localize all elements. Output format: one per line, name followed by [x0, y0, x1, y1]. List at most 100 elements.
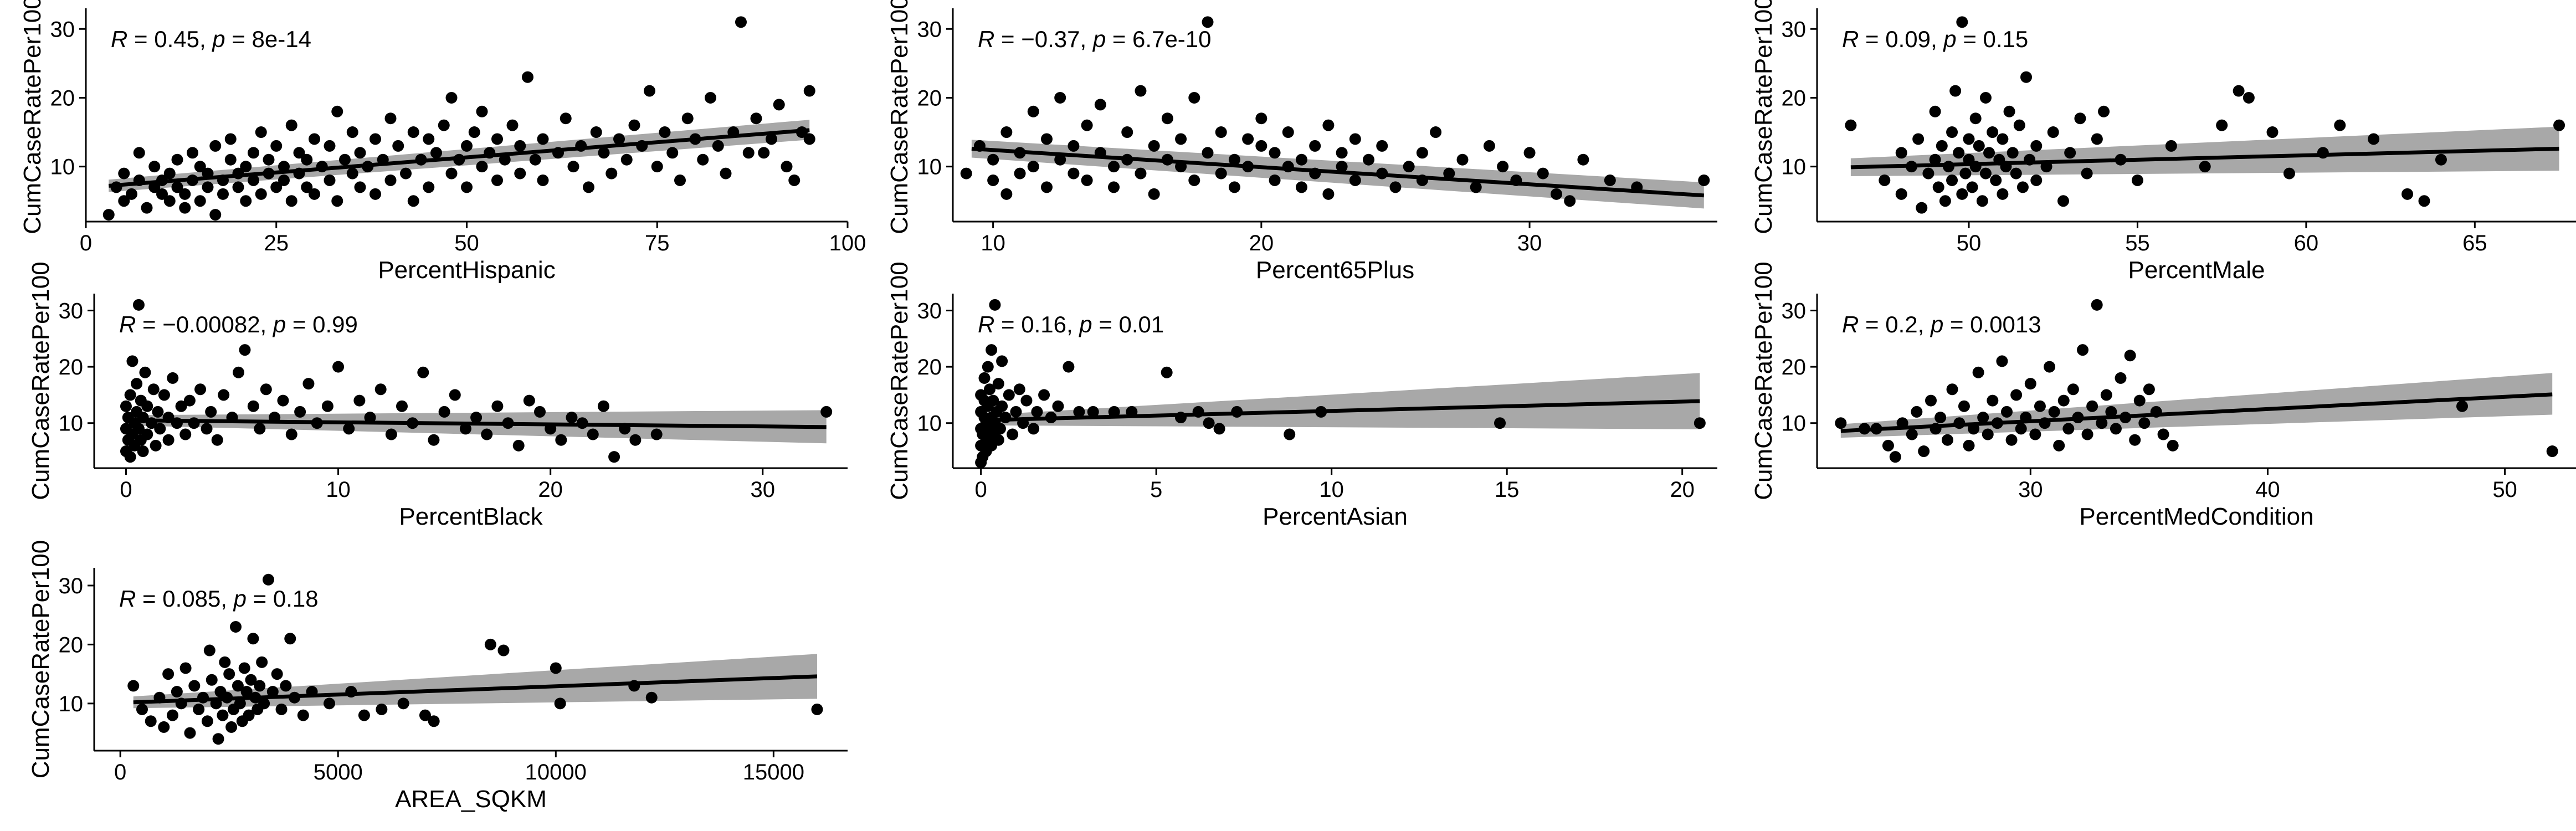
data-point	[2157, 428, 2169, 440]
data-point	[2105, 406, 2117, 418]
x-axis-label: Percent65Plus	[1256, 257, 1414, 284]
data-point	[133, 147, 145, 159]
data-point	[1456, 153, 1469, 166]
y-tick-label: 10	[59, 412, 84, 436]
y-axis-label: CumCaseRatePer100	[27, 540, 54, 778]
data-point	[522, 71, 533, 83]
x-tick-label: 55	[2125, 231, 2150, 255]
data-point	[1997, 133, 2009, 145]
data-point	[145, 715, 157, 727]
data-point	[2110, 423, 2122, 435]
data-point	[1000, 188, 1013, 200]
data-point	[2001, 406, 2013, 418]
data-point	[1188, 91, 1200, 104]
data-point	[285, 119, 297, 131]
data-point	[233, 366, 245, 378]
data-point	[428, 434, 440, 446]
data-point	[194, 161, 206, 173]
y-tick-label: 20	[59, 633, 84, 657]
data-point	[1497, 161, 1509, 173]
data-point	[1052, 400, 1064, 412]
data-point	[1483, 140, 1495, 152]
data-point	[353, 394, 366, 407]
x-tick-label: 5	[1150, 478, 1162, 502]
data-point	[203, 644, 215, 656]
y-tick-label: 20	[917, 86, 942, 110]
data-point	[136, 703, 148, 715]
y-tick-label: 20	[917, 355, 942, 379]
data-point	[163, 167, 176, 179]
data-point	[1470, 181, 1482, 193]
data-point	[497, 644, 510, 656]
data-point	[275, 703, 288, 715]
data-point	[262, 573, 274, 586]
data-point	[1135, 85, 1147, 97]
data-point	[156, 188, 168, 200]
x-tick-label: 5000	[314, 760, 363, 784]
x-axis-label: PercentHispanic	[378, 257, 555, 284]
data-point	[459, 423, 471, 435]
data-point	[183, 394, 196, 407]
data-point	[470, 412, 483, 424]
data-point	[1255, 140, 1268, 152]
data-point	[1255, 112, 1268, 125]
data-point	[260, 383, 272, 396]
data-point	[240, 686, 253, 698]
x-tick-label: 100	[829, 231, 866, 255]
data-point	[339, 153, 351, 166]
data-point	[255, 188, 267, 200]
panel-black: 0 10 20 30 10 20 30 PercentBlack CumCaseRatePer1…	[27, 261, 848, 530]
data-point	[2233, 85, 2245, 97]
data-point	[158, 721, 170, 733]
data-point	[1403, 161, 1415, 173]
data-point	[1953, 147, 1965, 159]
data-point	[171, 181, 183, 193]
regression-line	[981, 399, 1700, 423]
data-point	[1416, 147, 1428, 159]
data-point	[2077, 344, 2088, 356]
data-point	[1040, 133, 1053, 145]
data-point	[445, 167, 458, 179]
data-point	[1031, 406, 1043, 418]
data-point	[1389, 181, 1402, 193]
data-point	[396, 400, 408, 412]
y-tick-label: 30	[1782, 299, 1807, 323]
data-point	[1443, 167, 1455, 179]
data-point	[2015, 423, 2027, 435]
correlation-annotation: R = 0.45, p = 8e-14	[111, 26, 311, 52]
data-point	[1882, 439, 1894, 452]
data-point	[1997, 188, 2009, 200]
data-point	[102, 209, 115, 221]
data-point	[651, 161, 663, 173]
confidence-band	[971, 140, 1704, 209]
data-point	[1969, 112, 1982, 125]
data-point	[277, 394, 289, 407]
data-point	[735, 16, 747, 28]
data-point	[120, 400, 132, 412]
confidence-band	[1840, 373, 2553, 438]
data-point	[139, 366, 151, 378]
data-point	[534, 406, 546, 418]
data-point	[141, 400, 153, 412]
data-point	[224, 153, 237, 166]
data-point	[217, 709, 229, 721]
data-point	[384, 174, 397, 186]
data-point	[2133, 394, 2146, 407]
data-point	[194, 383, 207, 396]
panel-medcond: 30 40 50 10 20 30 PercentMedCondition CumCaseRa…	[1750, 261, 2576, 530]
y-tick-label: 30	[1782, 17, 1807, 42]
data-point	[491, 133, 503, 145]
data-point	[1959, 167, 1972, 179]
data-point	[324, 697, 336, 710]
data-point	[285, 428, 297, 440]
data-point	[537, 133, 549, 145]
data-point	[240, 161, 252, 173]
x-tick-label: 10000	[525, 760, 587, 784]
data-point	[550, 662, 562, 674]
data-point	[1108, 181, 1120, 193]
data-point	[179, 202, 191, 214]
data-point	[1879, 174, 1891, 186]
data-point	[234, 697, 246, 710]
correlation-annotation: R = 0.2, p = 0.0013	[1842, 311, 2041, 337]
data-point	[697, 153, 709, 166]
